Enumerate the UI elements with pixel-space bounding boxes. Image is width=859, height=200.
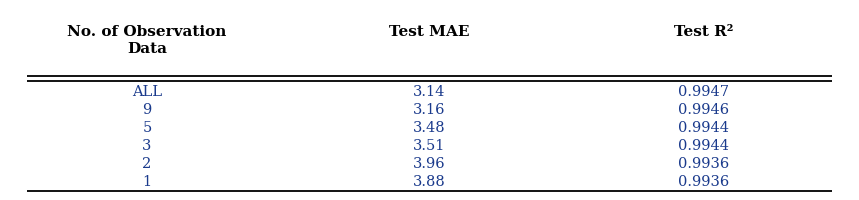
Text: 3.48: 3.48: [413, 120, 446, 134]
Text: 5: 5: [143, 120, 151, 134]
Text: ALL: ALL: [132, 84, 162, 98]
Text: 0.9947: 0.9947: [678, 84, 729, 98]
Text: 9: 9: [143, 102, 151, 116]
Text: 0.9944: 0.9944: [678, 120, 729, 134]
Text: 0.9936: 0.9936: [678, 174, 729, 188]
Text: 3.88: 3.88: [413, 174, 446, 188]
Text: 3.16: 3.16: [413, 102, 446, 116]
Text: No. of Observation
Data: No. of Observation Data: [67, 25, 227, 56]
Text: Test MAE: Test MAE: [389, 25, 470, 39]
Text: 1: 1: [143, 174, 151, 188]
Text: 0.9946: 0.9946: [678, 102, 729, 116]
Text: 3.14: 3.14: [413, 84, 446, 98]
Text: 3: 3: [143, 138, 152, 152]
Text: 3.51: 3.51: [413, 138, 446, 152]
Text: 3.96: 3.96: [413, 156, 446, 170]
Text: 2: 2: [143, 156, 151, 170]
Text: Test R²: Test R²: [673, 25, 734, 39]
Text: 0.9936: 0.9936: [678, 156, 729, 170]
Text: 0.9944: 0.9944: [678, 138, 729, 152]
